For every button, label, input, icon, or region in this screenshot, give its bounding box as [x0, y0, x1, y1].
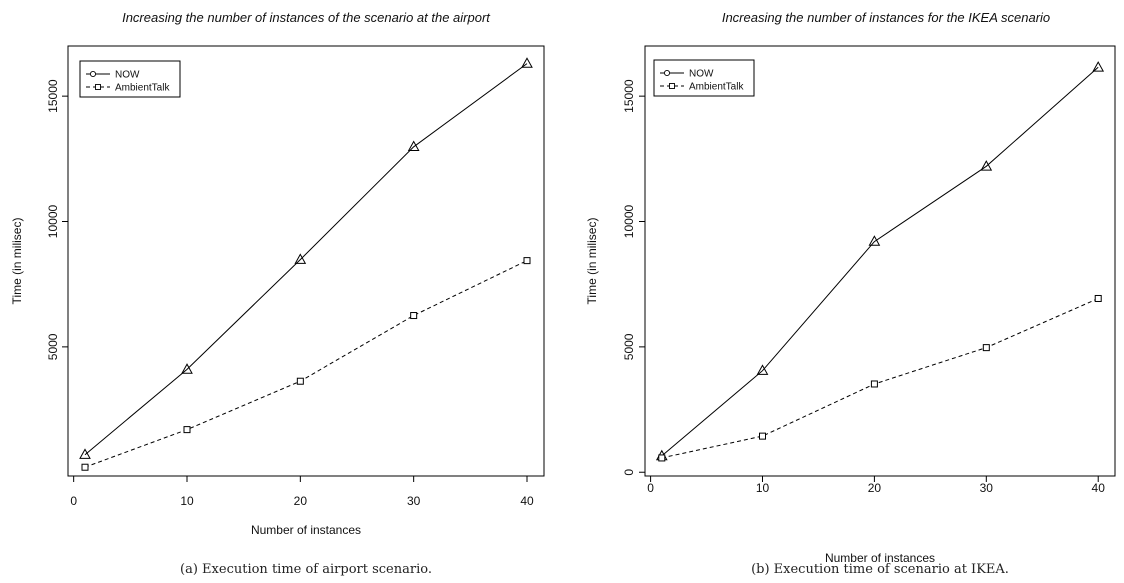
legend-label-now: NOW	[115, 70, 140, 81]
data-point-ambienttalk	[410, 312, 418, 320]
y-tick-label: 10000	[46, 205, 60, 239]
legend-box	[79, 60, 181, 98]
y-axis-label: Time (in milisec)	[10, 218, 24, 305]
x-tick-label: 30	[980, 481, 994, 495]
data-point-now	[181, 363, 193, 374]
data-point-now	[521, 57, 533, 68]
y-tick-label: 0	[622, 469, 636, 476]
plot-marks	[79, 57, 533, 471]
chart-panel-ikea: Increasing the number of instances for t…	[585, 10, 1116, 577]
data-point-now	[407, 140, 420, 151]
data-point-ambienttalk	[658, 454, 666, 462]
data-point-ambienttalk	[81, 463, 89, 471]
chart-panel-airport: Increasing the number of instances of th…	[10, 10, 545, 577]
data-point-ambienttalk	[1094, 294, 1102, 302]
data-point-ambienttalk	[982, 344, 990, 352]
legend-label-ambienttalk: AmbientTalk	[689, 82, 744, 93]
legend: NOW AmbientTalk	[653, 59, 755, 97]
x-tick-label: 10	[180, 494, 194, 508]
plot-frame	[67, 45, 545, 477]
legend-marker-now	[663, 69, 671, 77]
y-tick-label: 10000	[622, 205, 636, 239]
y-tick-label: 5000	[622, 333, 636, 360]
data-point-ambienttalk	[759, 432, 766, 440]
y-axis-label: Time (in milisec)	[585, 218, 599, 305]
chart-title: Increasing the number of instances for t…	[722, 10, 1050, 25]
legend-box	[653, 59, 755, 97]
x-axis-label: Number of instances	[251, 523, 361, 537]
legend-marker-ambienttalk	[95, 84, 101, 90]
figure-caption: (b) Execution time of scenario at IKEA.	[751, 562, 1009, 577]
chart-title: Increasing the number of instances of th…	[122, 10, 491, 25]
data-point-ambienttalk	[296, 377, 304, 385]
x-tick-label: 40	[520, 494, 534, 508]
figure-caption: (a) Execution time of airport scenario.	[180, 562, 432, 577]
y-tick-label: 15000	[46, 79, 60, 113]
data-point-ambienttalk	[870, 380, 878, 388]
data-point-now	[756, 364, 769, 375]
y-tick-label: 15000	[622, 79, 636, 113]
x-axis: 0 10 20 30 40	[647, 476, 1105, 495]
y-axis: 0 5000 10000 15000	[622, 79, 645, 476]
data-point-now	[980, 160, 993, 171]
x-tick-label: 10	[756, 481, 770, 495]
data-point-now	[79, 448, 91, 459]
data-point-now	[294, 253, 307, 264]
x-axis-label: Number of instances	[825, 551, 935, 565]
x-tick-label: 30	[407, 494, 421, 508]
legend-marker-now	[89, 70, 97, 78]
data-point-ambienttalk	[183, 426, 191, 434]
x-tick-label: 0	[647, 481, 654, 495]
x-tick-label: 40	[1092, 481, 1106, 495]
series-line-ambienttalk	[661, 298, 1099, 459]
y-tick-label: 5000	[46, 333, 60, 360]
plot-frame	[644, 45, 1116, 477]
series-line-now	[84, 63, 528, 456]
data-point-now	[868, 235, 881, 246]
x-axis: 0 10 20 30 40	[70, 476, 534, 508]
plot-marks	[655, 61, 1105, 462]
x-tick-label: 20	[294, 494, 308, 508]
legend: NOW AmbientTalk	[79, 60, 181, 98]
legend-label-now: NOW	[689, 69, 714, 80]
data-point-now	[1092, 61, 1105, 72]
series-line-now	[661, 66, 1099, 457]
x-tick-label: 0	[70, 494, 77, 508]
legend-label-ambienttalk: AmbientTalk	[115, 83, 170, 94]
y-axis: 5000 10000 15000	[46, 79, 68, 360]
x-tick-label: 20	[868, 481, 882, 495]
data-point-ambienttalk	[523, 257, 531, 265]
legend-marker-ambienttalk	[669, 83, 675, 89]
series-line-ambienttalk	[84, 260, 528, 468]
